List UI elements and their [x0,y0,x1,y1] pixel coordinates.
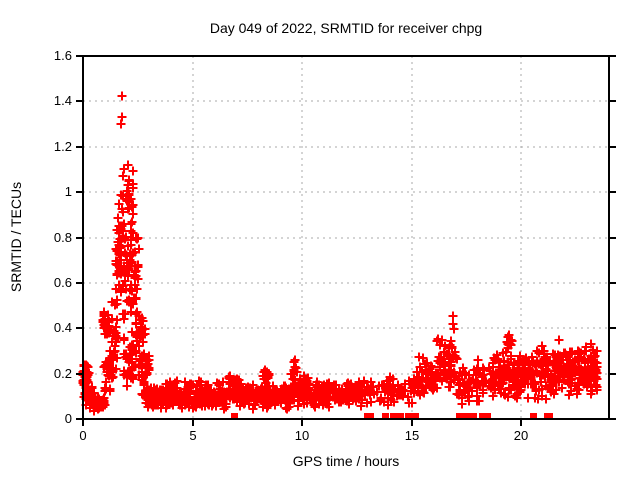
scatter-points [78,91,602,416]
svg-text:1.2: 1.2 [54,139,72,154]
svg-text:0.4: 0.4 [54,320,72,335]
y-axis-label: SRMTID / TECUs [8,181,24,293]
svg-text:0.2: 0.2 [54,366,72,381]
svg-text:1.4: 1.4 [54,93,72,108]
svg-text:0.6: 0.6 [54,275,72,290]
axis-frame [76,55,616,426]
svg-text:0: 0 [79,428,86,443]
svg-text:0: 0 [65,411,72,426]
x-axis-label: GPS time / hours [292,453,400,469]
svg-text:1.6: 1.6 [54,48,72,63]
tick-labels: 0 0.2 0.4 0.6 0.8 1 1.2 1.4 1.6 0 5 10 15 20 [54,48,528,443]
chart-title: Day 049 of 2022, SRMTID for receiver chp… [209,20,483,36]
svg-text:5: 5 [189,428,196,443]
svg-text:15: 15 [405,428,419,443]
svg-text:20: 20 [514,428,528,443]
grid-lines [83,56,609,419]
svg-text:10: 10 [295,428,309,443]
svg-text:0.8: 0.8 [54,230,72,245]
zero-flag-points [231,413,553,420]
svg-text:1: 1 [65,184,72,199]
